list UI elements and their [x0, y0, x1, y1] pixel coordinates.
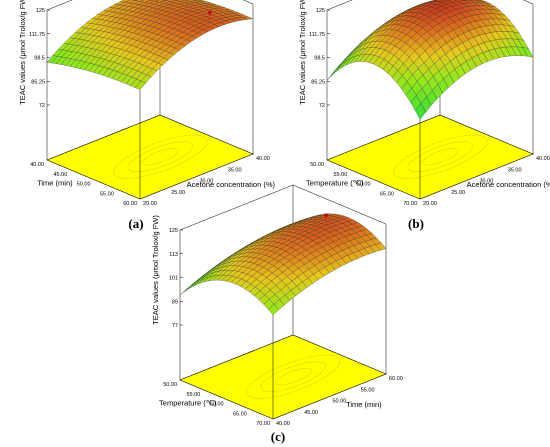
- x-tick-label: 60.00: [123, 201, 137, 207]
- surface-cell: [331, 64, 342, 76]
- floor-contour: [260, 361, 326, 392]
- surface-panel-2: 77 89 101 113 125 TEAC values (μmol Trolox/g …: [151, 184, 403, 427]
- y-tick-label: 40.00: [276, 421, 290, 427]
- surface-panel-1: 72 85.25 98.5 111.75 125 TEAC values (μmol Tr…: [298, 0, 550, 207]
- floor-contour: [393, 134, 488, 179]
- z-tick-label: 77: [172, 323, 178, 329]
- z-tick-label: 111.75: [29, 32, 45, 38]
- x-tick-label: 40.00: [30, 162, 44, 168]
- z-tick-label: 125: [169, 228, 178, 234]
- surface-cell: [336, 60, 347, 72]
- panel-label: (c): [271, 429, 285, 444]
- floor-contour: [113, 134, 208, 179]
- z-axis-label: TEAC values (μmol Trolox/g FW): [18, 0, 27, 105]
- surface-cell: [189, 280, 200, 289]
- surface-cell: [135, 80, 146, 90]
- panel-label: (b): [408, 216, 424, 231]
- z-tick-label: 85.25: [31, 79, 45, 85]
- x-tick-label: 45.00: [53, 172, 67, 178]
- z-tick-label: 72: [319, 103, 325, 109]
- x-tick-label: 50.00: [163, 382, 177, 388]
- z-axis-label: TEAC values (μmol Trolox/g FW): [151, 215, 160, 325]
- y-tick-label: 50.00: [333, 399, 347, 405]
- box-frame: [46, 0, 254, 160]
- x-axis-label: Time (min): [37, 179, 73, 188]
- y-tick-label: 55.00: [361, 387, 375, 393]
- y-tick-label: 20.00: [423, 201, 437, 207]
- surface-cell: [415, 103, 426, 120]
- surface-mesh: [46, 0, 254, 90]
- y-tick-label: 40.00: [256, 156, 270, 162]
- x-axis-label: Temperature (℃): [306, 179, 364, 188]
- z-tick-label: 101: [169, 276, 178, 282]
- x-tick-label: 60.00: [210, 402, 224, 408]
- x-tick-label: 70.00: [403, 201, 417, 207]
- floor-contour: [422, 148, 459, 166]
- floor-contour: [407, 141, 473, 172]
- y-tick-label: 20.00: [143, 201, 157, 207]
- z-tick-label: 125: [36, 8, 45, 14]
- surface-panel-0: 72 85.25 98.5 111.75 125 TEAC values (μmol Tr…: [18, 0, 276, 207]
- surface-cell: [268, 304, 279, 316]
- y-axis-label: Acetone concentration (%): [187, 180, 276, 189]
- x-tick-label: 50.00: [77, 182, 91, 188]
- y-tick-label: 45.00: [304, 410, 318, 416]
- y-tick-label: 25.00: [451, 190, 465, 196]
- floor-contour: [127, 141, 193, 172]
- z-tick-label: 125: [316, 8, 325, 14]
- z-tick-label: 113: [169, 252, 178, 258]
- x-tick-label: 65.00: [380, 191, 394, 197]
- floor-contour: [246, 354, 341, 399]
- y-axis-label: Time (min): [346, 400, 382, 409]
- y-tick-label: 30.00: [200, 179, 214, 185]
- z-tick-label: 98.5: [314, 56, 325, 62]
- x-tick-label: 65.00: [233, 411, 247, 417]
- x-tick-label: 55.00: [100, 191, 114, 197]
- design-point: [324, 213, 328, 218]
- y-tick-label: 35.00: [228, 167, 242, 173]
- y-tick-label: 40.00: [536, 156, 550, 162]
- surface-mesh: [179, 213, 387, 316]
- x-tick-label: 70.00: [256, 421, 270, 427]
- y-axis-label: Acetone concentration (%): [467, 180, 550, 189]
- x-axis-label: Temperature (℃): [159, 399, 217, 408]
- surface-mesh: [326, 0, 534, 120]
- z-tick-label: 72: [39, 103, 45, 109]
- z-tick-label: 89: [172, 299, 178, 305]
- x-tick-label: 55.00: [333, 172, 347, 178]
- x-tick-label: 50.00: [310, 162, 324, 168]
- z-tick-label: 111.75: [309, 32, 325, 38]
- floor-contour: [275, 368, 312, 386]
- y-tick-label: 25.00: [171, 190, 185, 196]
- y-tick-label: 30.00: [480, 179, 494, 185]
- y-tick-label: 35.00: [508, 167, 522, 173]
- floor-contour: [142, 148, 179, 166]
- x-tick-label: 55.00: [186, 392, 200, 398]
- panel-label: (a): [128, 216, 143, 231]
- y-tick-label: 60.00: [389, 376, 403, 382]
- z-tick-label: 85.25: [311, 79, 325, 85]
- z-tick-label: 98.5: [34, 56, 45, 62]
- box-frame: [326, 0, 534, 160]
- x-tick-label: 60.00: [357, 182, 371, 188]
- design-point: [208, 10, 212, 15]
- z-axis-label: TEAC values (μmol Trolox/g FW): [298, 0, 307, 105]
